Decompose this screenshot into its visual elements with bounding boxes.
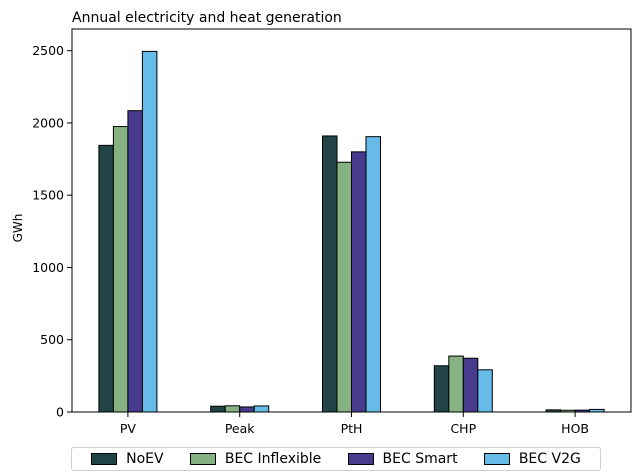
bar-bec-smart-pth bbox=[351, 151, 367, 413]
legend-label: NoEV bbox=[126, 451, 164, 467]
bar-bec-smart-pv bbox=[127, 110, 143, 413]
bar-noev-pth bbox=[322, 135, 338, 413]
bar-noev-chp bbox=[433, 365, 450, 413]
legend-swatch bbox=[483, 453, 510, 465]
y-axis-label: GWh bbox=[11, 214, 25, 243]
y-tick-label: 1500 bbox=[32, 188, 64, 203]
bar-bec-v2g-pv bbox=[141, 50, 158, 413]
bar-bec-inflexible-pth bbox=[336, 161, 352, 413]
legend-swatch bbox=[91, 453, 118, 465]
bar-bec-inflexible-pv bbox=[112, 126, 129, 413]
legend-label: BEC Inflexible bbox=[224, 451, 322, 467]
bar-bec-smart-chp bbox=[462, 357, 479, 413]
y-ticks-group: 0 500 1000 1500 2000 2500 bbox=[32, 43, 72, 420]
x-ticks-group: PV Peak PtH CHP HOB bbox=[120, 412, 589, 436]
x-tick-label-chp: CHP bbox=[450, 421, 476, 436]
bars-group bbox=[98, 50, 605, 413]
y-tick-label: 1000 bbox=[32, 260, 64, 275]
x-tick-label-peak: Peak bbox=[225, 421, 255, 436]
bar-bec-v2g-pth bbox=[365, 136, 381, 413]
y-tick-label: 0 bbox=[56, 405, 64, 420]
bar-noev-peak bbox=[210, 405, 226, 413]
x-tick-label-pv: PV bbox=[120, 421, 137, 436]
bar-bec-v2g-peak bbox=[253, 405, 270, 413]
legend-label: BEC Smart bbox=[382, 451, 458, 467]
legend-swatch bbox=[347, 453, 374, 465]
bar-bec-smart-peak bbox=[239, 406, 255, 413]
legend-label: BEC V2G bbox=[518, 451, 581, 467]
y-tick-label: 2000 bbox=[32, 115, 64, 130]
bar-bec-v2g-chp bbox=[477, 369, 493, 413]
legend-item-bec-smart: BEC Smart bbox=[347, 451, 458, 467]
legend-item-noev: NoEV bbox=[91, 451, 164, 467]
bar-bec-inflexible-peak bbox=[224, 405, 241, 413]
legend-swatch bbox=[189, 453, 216, 465]
legend-item-bec-v2g: BEC V2G bbox=[483, 451, 581, 467]
legend: NoEV BEC Inflexible BEC Smart BEC V2G bbox=[71, 447, 601, 471]
x-tick-label-hob: HOB bbox=[561, 421, 589, 436]
y-tick-label: 2500 bbox=[32, 43, 64, 58]
legend-item-bec-inflexible: BEC Inflexible bbox=[189, 451, 322, 467]
bar-bec-inflexible-chp bbox=[448, 355, 464, 413]
y-tick-label: 500 bbox=[40, 332, 64, 347]
bar-noev-pv bbox=[98, 144, 114, 413]
chart-title: Annual electricity and heat generation bbox=[72, 10, 342, 26]
plot-frame bbox=[71, 28, 632, 413]
x-tick-label-pth: PtH bbox=[341, 421, 363, 436]
